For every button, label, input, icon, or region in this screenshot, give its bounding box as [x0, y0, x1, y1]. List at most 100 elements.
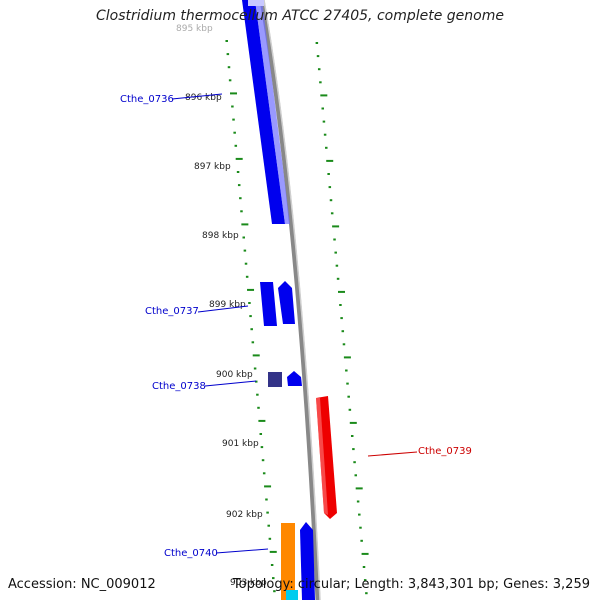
tick-left	[269, 550, 277, 553]
tick-right	[365, 592, 368, 595]
tick-left	[266, 511, 269, 514]
tick-right	[362, 566, 366, 568]
tick-right	[339, 304, 342, 306]
tick-right	[329, 199, 333, 202]
kbp-label: 901 kbp	[222, 439, 259, 449]
tick-right	[330, 212, 334, 215]
kbp-label: 900 kbp	[216, 370, 253, 380]
tick-right	[317, 68, 321, 71]
tick-left	[267, 524, 270, 527]
gene-cthe-0739-shade	[316, 398, 328, 515]
tick-left	[253, 367, 257, 370]
tick-left	[240, 210, 243, 213]
genome-backbone-highlight	[263, 0, 321, 600]
tick-right	[345, 369, 348, 372]
tick-left	[248, 302, 251, 304]
tick-left	[251, 341, 255, 344]
tick-right	[325, 146, 328, 149]
gene-cthe-0740-orange[interactable]	[281, 523, 295, 600]
tick-right	[323, 133, 327, 136]
gene-label[interactable]: Cthe_0739	[418, 446, 472, 457]
tick-right	[315, 42, 319, 44]
tick-right	[340, 317, 343, 320]
tick-left	[259, 433, 263, 435]
tick-left	[256, 393, 259, 396]
kbp-label: 897 kbp	[194, 162, 231, 172]
gene-label[interactable]: Cthe_0737	[145, 306, 199, 317]
tick-left	[268, 537, 272, 540]
tick-right	[338, 290, 346, 293]
tick-left	[241, 223, 249, 226]
tick-left	[244, 262, 248, 265]
tick-left	[260, 446, 264, 449]
tick-right	[334, 251, 337, 254]
kbp-label: 899 kbp	[209, 300, 246, 310]
tick-right	[360, 539, 363, 542]
gene-cthe-0737-b[interactable]	[278, 281, 295, 324]
gene-leader-line	[197, 305, 249, 313]
gene-cyan-bottom	[286, 590, 298, 600]
tick-left	[233, 131, 236, 134]
tick-left	[245, 275, 249, 278]
gene-labels: Cthe_0736 Cthe_0737 Cthe_0738 Cthe_0739 Cthe…	[120, 93, 472, 559]
gene-cthe-0736-shade	[255, 0, 290, 224]
tick-left	[270, 564, 274, 566]
tick-right	[336, 277, 340, 280]
tick-left	[226, 53, 230, 56]
gene-cthe-0738-b[interactable]	[287, 371, 302, 386]
kbp-label: 902 kbp	[226, 510, 263, 520]
gene-cthe-0737-a[interactable]	[260, 282, 277, 326]
tick-left	[257, 406, 260, 409]
tick-left	[258, 419, 266, 422]
tick-right	[322, 120, 326, 123]
kbp-labels: 895 kbp 896 kbp 897 kbp 898 kbp 899 kbp 900 k…	[176, 24, 267, 588]
tick-right	[361, 552, 369, 555]
tick-left	[243, 249, 247, 252]
tick-left	[265, 498, 268, 501]
tick-right	[335, 264, 339, 267]
tick-right	[328, 186, 332, 189]
tick-left	[252, 354, 260, 357]
tick-right	[353, 461, 356, 464]
tick-right	[355, 487, 363, 490]
tick-right	[320, 94, 328, 97]
tick-left	[272, 577, 275, 580]
tick-left	[227, 66, 231, 69]
tick-left	[242, 236, 245, 239]
gene-cthe-0740-blue[interactable]	[300, 522, 315, 600]
tick-left	[231, 105, 234, 108]
kbp-label: 898 kbp	[202, 231, 239, 241]
tick-right	[348, 408, 352, 411]
tick-left	[232, 118, 235, 121]
gene-label[interactable]: Cthe_0738	[152, 381, 206, 392]
tick-right	[316, 55, 320, 58]
tick-left	[236, 171, 240, 173]
gene-cthe-0736[interactable]	[242, 0, 285, 224]
tick-right	[356, 500, 360, 503]
tick-left	[262, 472, 266, 475]
gene-cthe-0736-cap	[248, 0, 264, 6]
tick-left	[249, 315, 252, 318]
tick-left	[235, 157, 243, 160]
tick-right	[346, 382, 349, 385]
tick-right	[319, 81, 322, 84]
tick-right	[358, 513, 361, 516]
tick-left	[247, 288, 255, 291]
gene-leader-line	[171, 93, 223, 100]
tick-right	[350, 435, 354, 437]
accession-text: Accession: NC_009012	[8, 577, 156, 592]
tick-left	[228, 79, 232, 82]
tick-left	[261, 459, 265, 462]
tick-tracks	[225, 40, 369, 595]
gene-label[interactable]: Cthe_0740	[164, 548, 218, 559]
gene-label[interactable]: Cthe_0736	[120, 94, 174, 105]
tick-left	[230, 92, 238, 95]
tick-right	[327, 173, 330, 175]
genome-backbone	[259, 0, 321, 600]
tick-left	[273, 590, 276, 593]
topology-text: Topology: circular; Length: 3,843,301 bp…	[232, 577, 590, 592]
gene-cthe-0738-a[interactable]	[268, 372, 282, 387]
tick-left	[234, 144, 238, 147]
tick-right	[326, 159, 334, 162]
